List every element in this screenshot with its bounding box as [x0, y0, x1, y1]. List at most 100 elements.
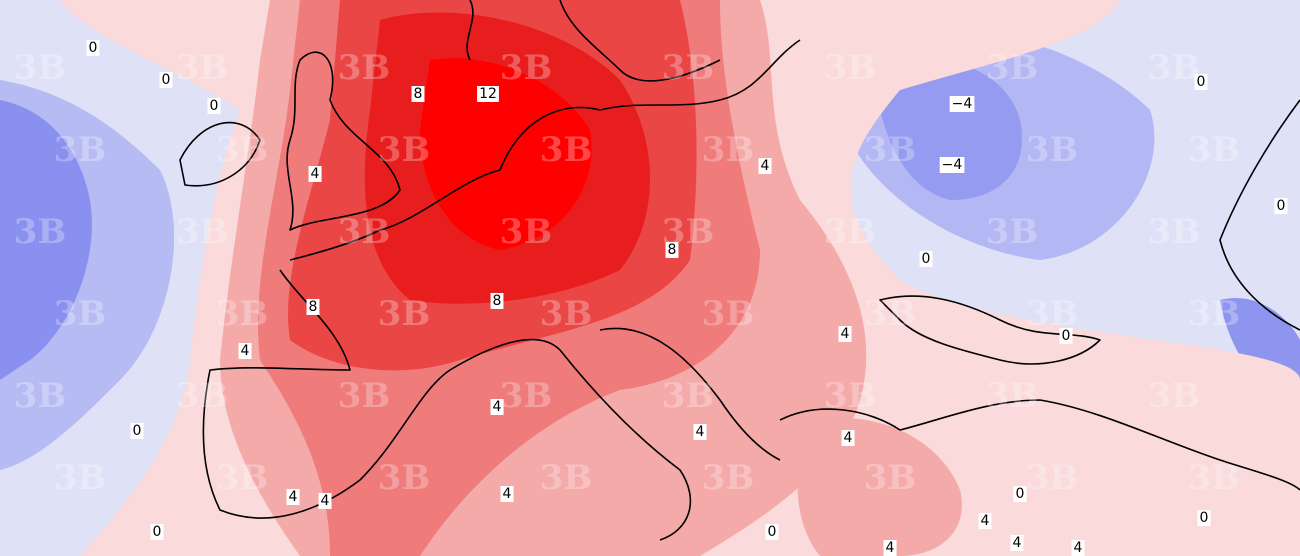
label-background [1013, 486, 1027, 502]
contour-label: 0 [153, 524, 162, 540]
contour-label: 4 [761, 158, 770, 174]
label-background [238, 343, 252, 359]
contour-label: 0 [133, 423, 142, 439]
contour-label: −4 [942, 157, 963, 173]
label-background [838, 326, 852, 342]
watermark: 3B [378, 458, 430, 498]
coastline [202, 269, 561, 519]
contour-label: 4 [321, 493, 330, 509]
contour-label: 0 [1200, 510, 1209, 526]
watermark: 3B [540, 458, 592, 498]
contour-label: 8 [414, 86, 423, 102]
label-background [841, 430, 855, 446]
label-background [1059, 328, 1073, 344]
watermark: 3B [702, 294, 754, 334]
contour-label: −4 [952, 96, 973, 112]
warm-area [797, 418, 962, 556]
label-background [1010, 535, 1024, 551]
watermark: 3B [824, 48, 876, 88]
contour-label: 4 [311, 166, 320, 182]
contour-label: 0 [162, 72, 171, 88]
watermark: 3B [14, 376, 66, 416]
label-background [1071, 540, 1085, 556]
contour-label: 4 [289, 489, 298, 505]
label-background [949, 96, 975, 112]
contour-label: 0 [1062, 328, 1071, 344]
coastline [779, 399, 1300, 491]
contour-label: 4 [241, 343, 250, 359]
label-background [130, 423, 144, 439]
watermark: 3B [500, 212, 552, 252]
label-background [1197, 510, 1211, 526]
contour-label: 0 [922, 251, 931, 267]
coastline [466, 0, 721, 82]
coastline [289, 39, 801, 261]
contour-label: 8 [493, 293, 502, 309]
label-background [500, 486, 514, 502]
coastline [286, 51, 401, 231]
watermark: 3B [1026, 458, 1078, 498]
contour-label: 4 [841, 326, 850, 342]
contour-label: 4 [696, 424, 705, 440]
coastline [1219, 99, 1300, 331]
label-background [490, 293, 504, 309]
watermark: 3B [1148, 48, 1200, 88]
contour-label: 8 [668, 242, 677, 258]
watermark: 3B [824, 212, 876, 252]
watermark: 3B [1148, 212, 1200, 252]
warm-area [420, 58, 592, 250]
label-background [207, 98, 221, 114]
label-background [150, 524, 164, 540]
coastline [559, 327, 781, 541]
watermark: 3B [1026, 294, 1078, 334]
contour-label: 12 [479, 86, 497, 102]
label-background [919, 251, 933, 267]
watermark: 3B [14, 48, 66, 88]
watermark: 3B [216, 130, 268, 170]
label-background [939, 157, 965, 173]
watermark: 3B [1188, 294, 1240, 334]
contour-label: 4 [1013, 535, 1022, 551]
watermark: 3B [500, 48, 552, 88]
contour-label: 0 [1277, 198, 1286, 214]
watermark: 3B [986, 48, 1038, 88]
watermark: 3B [54, 130, 106, 170]
label-background [477, 86, 499, 102]
watermark: 3B [1188, 130, 1240, 170]
watermark: 3B [378, 294, 430, 334]
contour-label: 4 [503, 486, 512, 502]
watermark: 3B [54, 294, 106, 334]
coastline [179, 121, 261, 187]
label-background [1274, 198, 1288, 214]
watermark: 3B [500, 376, 552, 416]
label-background [758, 158, 772, 174]
watermark: 3B [540, 294, 592, 334]
coastlines [179, 0, 1300, 541]
coastline [879, 295, 1101, 365]
watermark: 3B [864, 458, 916, 498]
watermark: 3B [176, 212, 228, 252]
label-background [978, 513, 992, 529]
contour-label: 4 [1074, 540, 1083, 556]
contour-label: 4 [493, 399, 502, 415]
watermark: 3B [824, 376, 876, 416]
label-background [286, 489, 300, 505]
watermark: 3B [986, 376, 1038, 416]
watermark: 3B [378, 130, 430, 170]
watermark: 3B [702, 130, 754, 170]
watermark: 3B [338, 212, 390, 252]
label-background [159, 72, 173, 88]
label-background [693, 424, 707, 440]
watermark: 3B [216, 458, 268, 498]
watermark: 3B [338, 376, 390, 416]
watermark: 3B [662, 376, 714, 416]
contour-label: 0 [1197, 74, 1206, 90]
label-background [765, 524, 779, 540]
label-background [883, 540, 897, 556]
watermark: 3B [1148, 376, 1200, 416]
contour-labels: 0 0 0 8 12 4 4 −4 −4 0 0 8 0 8 8 4 4 0 4 0 4 4 4 4 4 0 0 0 0 4 4 4 4 [86, 40, 1288, 556]
label-background [1194, 74, 1208, 90]
watermarks: 3B 3B 3B 3B 3B 3B 3B 3B 3B 3B 3B 3B 3B 3B 3B 3B 3B 3B 3B 3B… [14, 48, 1240, 498]
watermark: 3B [986, 212, 1038, 252]
